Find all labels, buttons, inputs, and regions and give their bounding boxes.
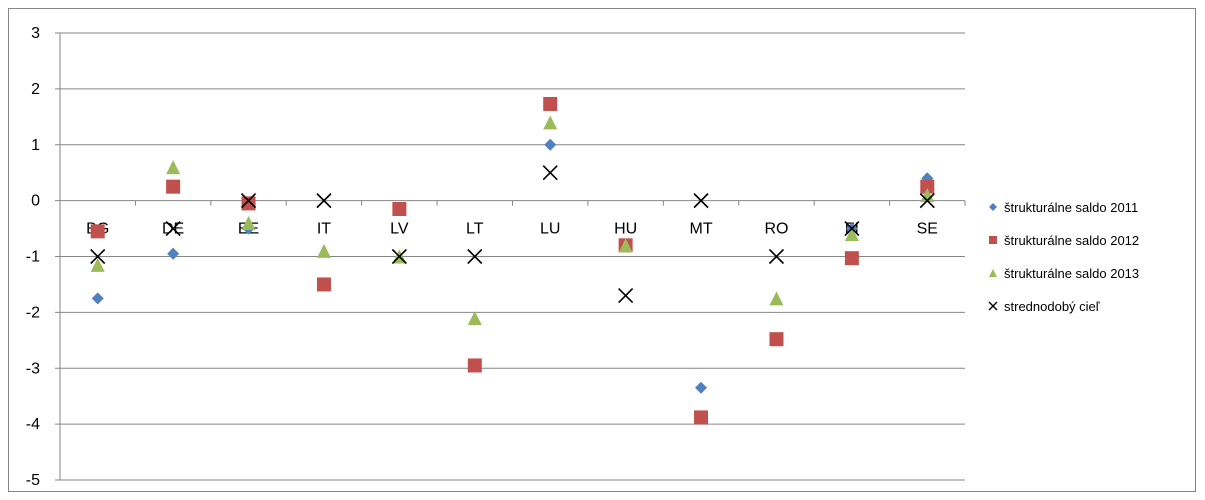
- data-point: [165, 220, 181, 237]
- data-point: [693, 193, 709, 209]
- data-point: [844, 251, 859, 266]
- legend-marker: [988, 301, 998, 311]
- data-point: [167, 247, 180, 260]
- data-point: [543, 96, 558, 111]
- category-label: MT: [689, 221, 712, 238]
- series-group: [90, 115, 935, 325]
- y-tick-label: -4: [26, 416, 40, 433]
- y-tick-label: -5: [26, 472, 40, 489]
- x-stroke: [618, 288, 634, 304]
- category-label: RO: [764, 221, 788, 238]
- legend-label: štrukturálne saldo 2012: [1004, 233, 1139, 248]
- data-point: [768, 248, 785, 265]
- y-tick-label: -2: [26, 304, 40, 321]
- legend-entry: štrukturálne saldo 2011: [989, 200, 1138, 215]
- y-tick-label: 0: [31, 193, 40, 210]
- x-stroke: [467, 248, 483, 265]
- data-point: [920, 179, 935, 194]
- x-stroke: [316, 193, 332, 209]
- data-point: [844, 220, 860, 237]
- category-label: LU: [540, 221, 560, 238]
- x-stroke: [988, 301, 998, 311]
- data-point: [90, 248, 106, 265]
- category-label: LT: [466, 221, 484, 238]
- x-stroke: [693, 193, 709, 209]
- legend: štrukturálne saldo 2011 štrukturálne sald…: [988, 200, 1139, 314]
- x-stroke: [768, 248, 785, 265]
- data-point: [240, 193, 257, 209]
- data-point: [316, 193, 332, 209]
- data-point: [90, 257, 105, 272]
- data-point: [467, 248, 483, 265]
- category-label: HU: [614, 221, 637, 238]
- category-label: IT: [317, 221, 331, 238]
- data-point: [920, 188, 935, 203]
- data-point: [919, 193, 935, 209]
- data-point: [316, 243, 331, 258]
- legend-entry: strednodobý cieľ: [988, 299, 1100, 314]
- axes: [55, 32, 966, 481]
- x-stroke: [542, 165, 558, 181]
- legend-marker: [989, 269, 997, 277]
- data-point: [316, 277, 331, 292]
- x-stroke: [391, 248, 407, 265]
- gridlines: [60, 32, 965, 481]
- y-tick-label: 2: [31, 81, 40, 98]
- category-label: SE: [917, 221, 938, 238]
- data-point: [618, 238, 633, 253]
- legend-marker: [989, 236, 997, 244]
- x-stroke: [844, 220, 860, 237]
- x-stroke: [240, 193, 257, 209]
- legend-label: strednodobý cieľ: [1004, 299, 1100, 314]
- data-point: [542, 165, 558, 181]
- data-point: [392, 202, 407, 217]
- data-point: [695, 381, 708, 394]
- data-point: [90, 224, 105, 239]
- x-axis-category-labels: BGDEEEITLVLTLUHUMTROFISE: [86, 221, 938, 238]
- data-point: [166, 179, 181, 194]
- data-point: [769, 291, 784, 306]
- data-point: [91, 292, 104, 305]
- data-point: [166, 160, 181, 175]
- legend-label: štrukturálne saldo 2011: [1004, 200, 1138, 215]
- data-point: [544, 138, 557, 151]
- y-tick-label: -1: [26, 249, 40, 266]
- y-tick-label: 3: [31, 25, 40, 42]
- legend-entry: štrukturálne saldo 2013: [989, 266, 1139, 281]
- data-point: [769, 332, 784, 347]
- data-point: [241, 196, 256, 211]
- data-point: [467, 310, 482, 325]
- series-group: [90, 165, 935, 304]
- y-axis-tick-labels: 3 2 1 0 -1 -2 -3 -4 -5: [26, 25, 40, 489]
- x-stroke: [919, 193, 935, 209]
- legend-marker: [989, 203, 997, 211]
- y-tick-label: 1: [31, 137, 40, 154]
- legend-label: štrukturálne saldo 2013: [1004, 266, 1139, 281]
- series-group: [91, 138, 934, 394]
- series-group: [90, 96, 935, 425]
- data-point: [241, 215, 256, 230]
- legend-entry: štrukturálne saldo 2012: [989, 233, 1139, 248]
- x-stroke: [90, 248, 106, 265]
- y-tick-label: -3: [26, 360, 40, 377]
- data-point: [694, 410, 709, 425]
- data-point: [391, 248, 407, 265]
- data-point: [844, 227, 859, 242]
- data-markers: [90, 96, 935, 425]
- data-point: [618, 288, 634, 304]
- x-stroke: [165, 220, 181, 237]
- data-point: [543, 115, 558, 130]
- category-label: LV: [390, 221, 409, 238]
- data-point: [467, 358, 482, 373]
